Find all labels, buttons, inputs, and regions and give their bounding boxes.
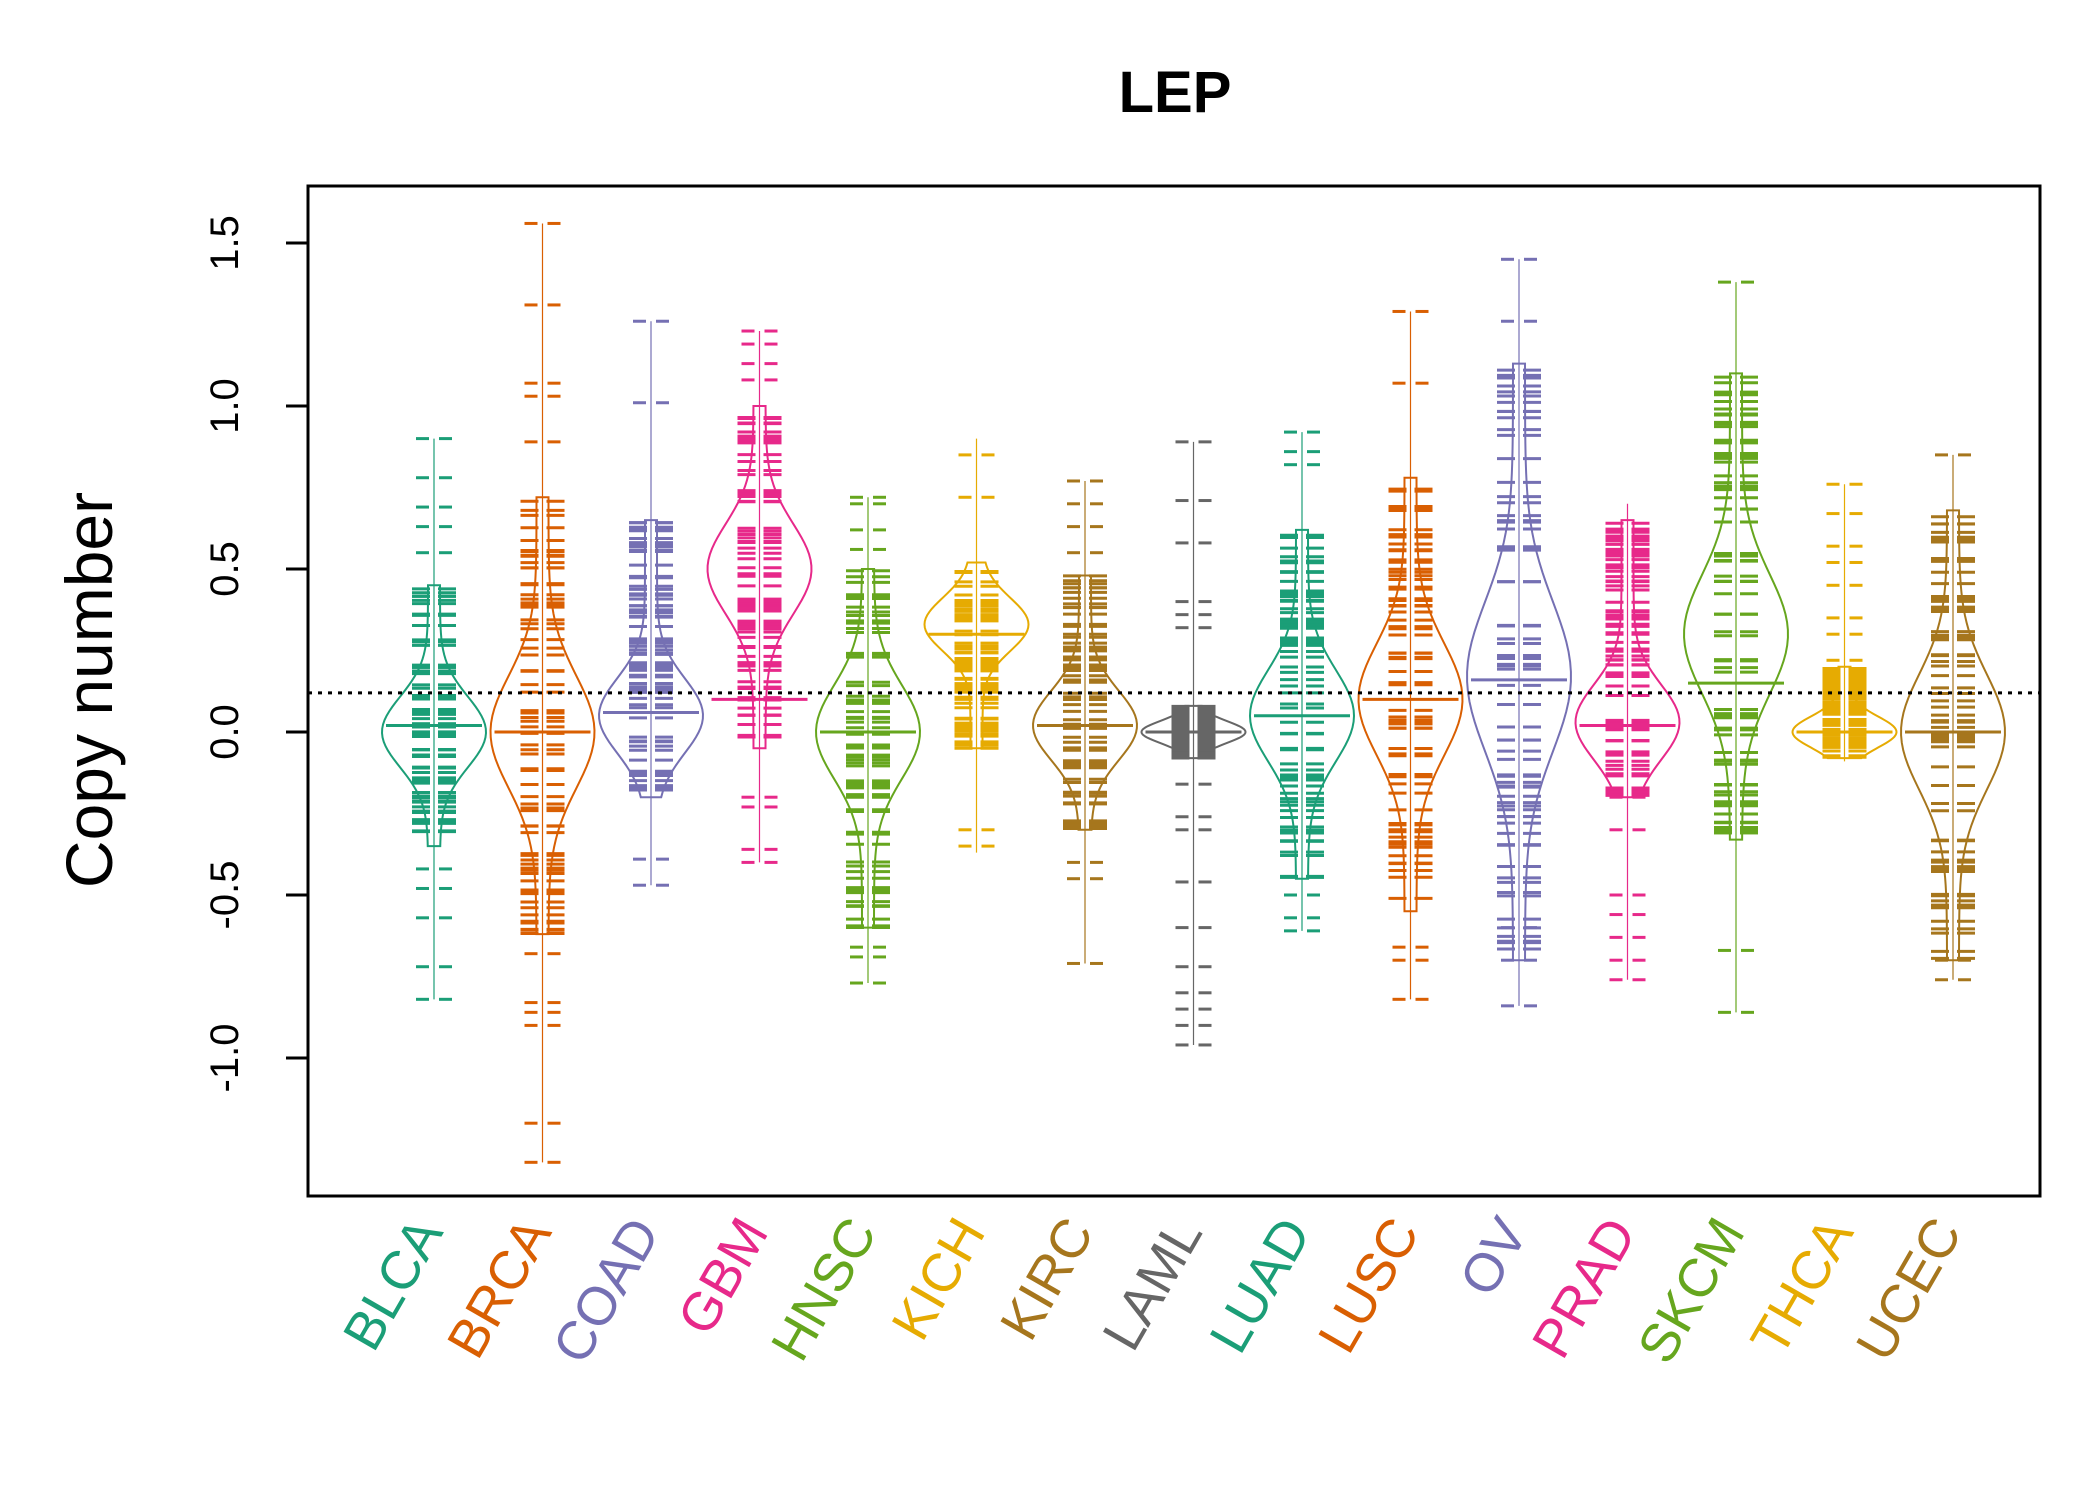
y-tick-label: -1.0: [203, 1024, 247, 1093]
bean-thca: [1791, 482, 1898, 762]
y-axis: -1.0 -0.5 0.0 0.5 1.0 1.5: [203, 215, 308, 1092]
bean-prad: [1574, 503, 1681, 982]
plot-area: [308, 221, 2040, 1164]
y-tick-label: 1.5: [203, 215, 247, 271]
bean-kich: [923, 438, 1030, 853]
y-tick-label: 0.0: [203, 704, 247, 760]
bean-kirc: [1032, 479, 1138, 965]
bean-coad: [598, 319, 704, 887]
plot-frame: [306, 184, 2042, 1198]
bean-laml: [1140, 440, 1247, 1047]
bean-skcm: [1683, 280, 1789, 1014]
y-tick-label: 0.5: [203, 541, 247, 597]
bean-brca: [489, 221, 596, 1164]
bean-gbm: [706, 329, 813, 864]
chart-title: LEP: [1119, 60, 1232, 125]
bean-ucec: [1900, 453, 2006, 982]
y-tick-label: 1.0: [203, 378, 247, 434]
y-axis-label: Copy number: [52, 492, 126, 888]
bean-luad: [1248, 430, 1356, 933]
bean-ov: [1466, 257, 1572, 1008]
bean-blca: [381, 437, 487, 1001]
bean-lusc: [1357, 309, 1464, 1001]
y-tick-label: -0.5: [203, 861, 247, 930]
bean-hnsc: [815, 495, 921, 985]
